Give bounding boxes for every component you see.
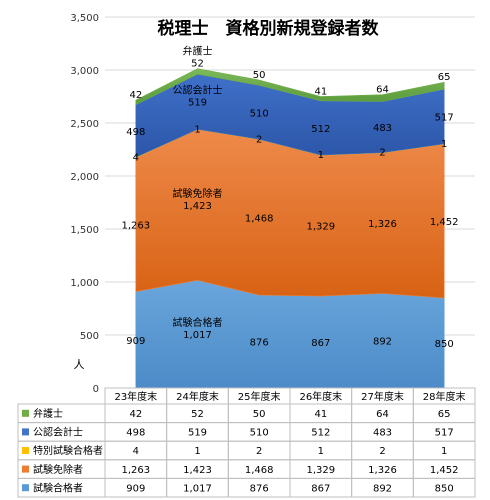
- data-label: 4: [133, 152, 139, 163]
- table-value: 517: [435, 428, 454, 439]
- table-value: 498: [126, 428, 145, 439]
- legend-swatch: [22, 409, 29, 417]
- y-tick-label: 1,500: [70, 225, 99, 236]
- data-label: 519: [188, 98, 207, 109]
- series-label: 弁護士: [183, 45, 213, 58]
- table-value: 850: [435, 483, 454, 494]
- data-label: 867: [311, 338, 330, 349]
- table-value: 876: [250, 483, 269, 494]
- data-label: 850: [435, 339, 454, 350]
- x-tick-label: 27年度末: [361, 390, 404, 403]
- data-label: 498: [126, 127, 145, 138]
- table-value: 1,017: [183, 483, 212, 494]
- data-label: 41: [314, 87, 327, 98]
- data-label: 1,017: [183, 330, 212, 341]
- series-label: 公認会計士: [173, 84, 223, 97]
- data-label: 1: [441, 139, 447, 150]
- table-value: 41: [314, 409, 327, 420]
- area-試験免除者: [135, 129, 445, 299]
- data-label: 1,452: [430, 217, 459, 228]
- data-label: 50: [253, 70, 266, 81]
- table-value: 483: [373, 428, 392, 439]
- data-label: 1,263: [122, 221, 151, 232]
- y-tick-label: 2,000: [70, 172, 99, 183]
- data-label: 65: [438, 72, 451, 83]
- area-弁護士: [135, 68, 445, 106]
- data-label: 2: [379, 148, 385, 159]
- table-value: 52: [191, 409, 204, 420]
- table-value: 892: [373, 483, 392, 494]
- y-tick-label: 500: [80, 331, 99, 342]
- table-value: 42: [129, 409, 142, 420]
- data-label: 510: [250, 108, 269, 119]
- data-label: 1,329: [307, 222, 336, 233]
- table-value: 512: [311, 428, 330, 439]
- y-tick-label: 1,000: [70, 278, 99, 289]
- y-tick-label: 0: [93, 384, 99, 395]
- data-label: 64: [376, 85, 389, 96]
- legend-swatch: [22, 428, 29, 436]
- data-label: 517: [435, 113, 454, 124]
- y-axis-label: 人: [74, 358, 85, 371]
- table-value: 1: [441, 446, 447, 457]
- x-tick-label: 26年度末: [299, 390, 342, 403]
- table-value: 909: [126, 483, 145, 494]
- area-試験合格者: [135, 279, 445, 389]
- data-label: 909: [126, 336, 145, 347]
- legend-label: 試験合格者: [33, 481, 83, 494]
- table-value: 65: [438, 409, 451, 420]
- y-tick-label: 3,000: [70, 66, 99, 77]
- table-value: 2: [256, 446, 262, 457]
- table-value: 510: [250, 428, 269, 439]
- y-tick-label: 2,500: [70, 119, 99, 130]
- x-tick-label: 23年度末: [114, 390, 157, 403]
- table-value: 1,263: [122, 465, 151, 476]
- data-label: 892: [373, 337, 392, 348]
- legend-swatch: [22, 484, 29, 492]
- table-value: 1,329: [307, 465, 336, 476]
- series-label: 試験合格者: [173, 316, 223, 329]
- series-label: 試験免除者: [173, 187, 223, 200]
- legend-label: 弁護士: [33, 407, 63, 420]
- legend-label: 試験免除者: [33, 463, 83, 476]
- table-value: 1,326: [368, 465, 397, 476]
- data-label: 2: [256, 134, 262, 145]
- x-tick-label: 25年度末: [238, 390, 281, 403]
- data-label: 1,326: [368, 219, 397, 230]
- table-value: 519: [188, 428, 207, 439]
- table-value: 1,452: [430, 465, 459, 476]
- table-value: 64: [376, 409, 389, 420]
- legend-swatch: [22, 447, 29, 454]
- data-label: 876: [250, 338, 269, 349]
- table-value: 2: [379, 446, 385, 457]
- data-label: 52: [191, 59, 204, 70]
- chart-title: 税理士 資格別新規登録者数: [158, 18, 380, 39]
- data-label: 1: [194, 124, 200, 135]
- table-value: 50: [253, 409, 266, 420]
- legend-label: 特別試験合格者: [33, 444, 103, 457]
- table-value: 1: [194, 446, 200, 457]
- x-tick-label: 24年度末: [176, 390, 219, 403]
- table-value: 4: [133, 446, 139, 457]
- data-label: 1,468: [245, 213, 274, 224]
- table-value: 1,468: [245, 465, 274, 476]
- table-value: 1,423: [183, 465, 212, 476]
- x-tick-label: 28年度末: [423, 390, 466, 403]
- data-label: 1: [318, 150, 324, 161]
- legend-label: 公認会計士: [33, 426, 83, 439]
- data-label: 1,423: [183, 201, 212, 212]
- data-label: 42: [129, 90, 142, 101]
- data-label: 512: [311, 124, 330, 135]
- legend-swatch: [22, 465, 29, 473]
- data-label: 483: [373, 123, 392, 134]
- table-value: 867: [311, 483, 330, 494]
- y-tick-label: 3,500: [70, 13, 99, 24]
- table-cell: [412, 477, 476, 498]
- table-value: 1: [318, 446, 324, 457]
